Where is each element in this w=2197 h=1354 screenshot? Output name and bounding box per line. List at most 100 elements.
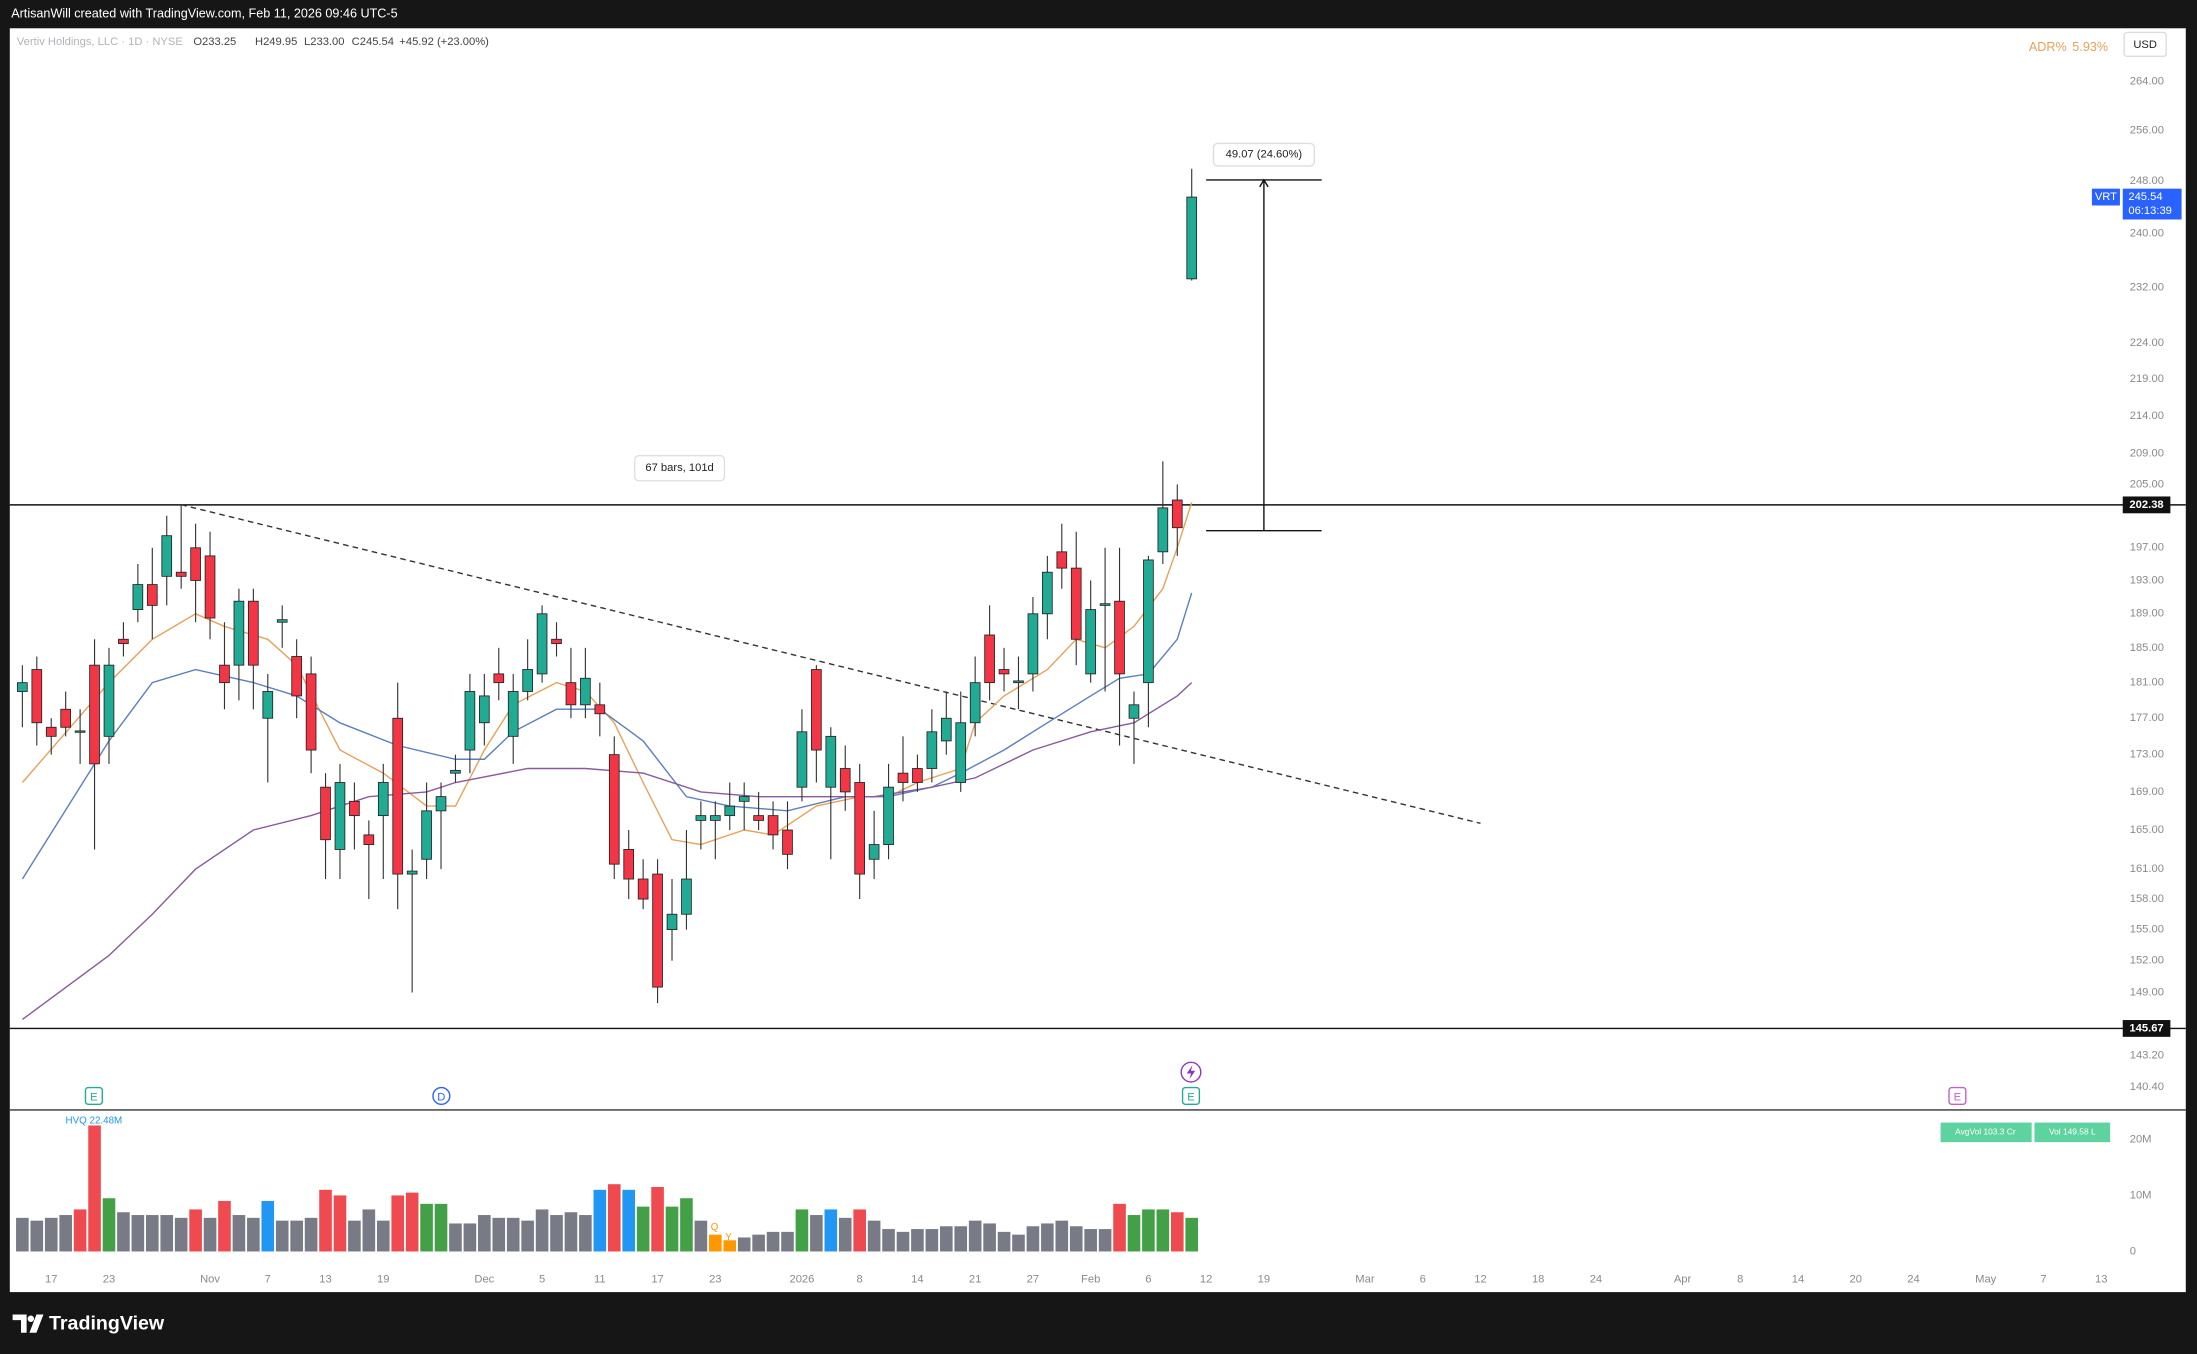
dividend-icon[interactable] xyxy=(432,1086,451,1106)
volume-bar xyxy=(247,1217,260,1252)
candle-body xyxy=(118,638,129,644)
candle-body xyxy=(955,722,967,783)
price-label: 202.38 xyxy=(2129,499,2163,511)
candle-body xyxy=(291,656,302,697)
candle-body xyxy=(31,669,43,724)
y-tick-label: 193.00 xyxy=(2130,574,2164,586)
x-tick-label: 2026 xyxy=(789,1273,814,1285)
x-tick-label: 20 xyxy=(1850,1273,1862,1285)
volume-pane: 20M 10M 0 xyxy=(16,1125,2152,1257)
volume-bar xyxy=(189,1209,202,1252)
volume-bar xyxy=(203,1217,217,1252)
candle-body xyxy=(565,682,577,706)
price-label: 145.67 xyxy=(2129,1022,2163,1034)
candle-body xyxy=(103,664,115,737)
candle-body xyxy=(608,754,620,865)
candle-body xyxy=(392,717,404,875)
volume-bar xyxy=(1156,1209,1170,1252)
candle-body xyxy=(406,870,418,875)
x-tick-label: 12 xyxy=(1474,1273,1486,1285)
candle-body xyxy=(161,535,173,577)
candle-body xyxy=(897,772,909,783)
candle-body xyxy=(940,717,952,742)
earnings-icon[interactable] xyxy=(1181,1086,1201,1106)
volume-bar xyxy=(16,1217,29,1252)
volume-tick-label: 0 xyxy=(2130,1245,2136,1257)
earnings-icon[interactable] xyxy=(1948,1086,1967,1106)
volume-bar xyxy=(434,1203,448,1252)
header: ArtisanWill created with TradingView.com… xyxy=(11,7,397,21)
candle-body xyxy=(421,810,432,860)
x-tick-label: 6 xyxy=(1420,1273,1426,1285)
volume-bar xyxy=(88,1125,101,1252)
trendline xyxy=(181,504,1481,824)
y-tick-label: 140.40 xyxy=(2130,1081,2164,1093)
y-tick-label: 149.00 xyxy=(2130,986,2164,998)
candle-body xyxy=(1013,680,1024,684)
volume-bar xyxy=(694,1220,708,1252)
volume-bar xyxy=(579,1215,592,1252)
y-tick-label: 143.20 xyxy=(2130,1050,2164,1062)
volume-bar xyxy=(752,1234,765,1252)
candle-body xyxy=(652,873,663,988)
measure-label-box xyxy=(1212,142,1316,167)
legend-open: O233.25 xyxy=(193,36,236,48)
arrow-head xyxy=(1259,178,1269,188)
y-tick-label: 214.00 xyxy=(2130,410,2164,422)
moving-average xyxy=(21,592,1193,880)
volume-bar xyxy=(290,1220,303,1252)
x-tick-label: Dec xyxy=(474,1273,494,1285)
volume-bar xyxy=(1170,1212,1184,1252)
volume-bar xyxy=(968,1220,982,1252)
volume-bar xyxy=(463,1223,477,1252)
volume-bar xyxy=(420,1203,433,1252)
y-tick-label: 161.00 xyxy=(2130,863,2164,875)
y-tick-label: 169.00 xyxy=(2130,786,2164,798)
candle-body xyxy=(681,878,692,915)
hvq-note: HVQ 22.48M xyxy=(66,1116,123,1127)
candle-body xyxy=(782,829,793,855)
logo-mark xyxy=(12,1314,44,1333)
badge-text: AvgVol 103.3 Cr xyxy=(1955,1127,2016,1137)
volume-note: Y xyxy=(725,1232,732,1243)
volume-bar xyxy=(1084,1229,1097,1252)
volume-note: Q xyxy=(711,1222,719,1233)
range-box xyxy=(634,454,726,482)
candle-body xyxy=(377,782,389,817)
x-tick-label: 23 xyxy=(709,1273,721,1285)
candle-body xyxy=(637,878,649,900)
currency[interactable]: USD xyxy=(2133,39,2157,51)
volume-bar xyxy=(362,1209,376,1252)
currency-box[interactable] xyxy=(2123,31,2167,57)
candle-body xyxy=(1114,600,1125,675)
candle-body xyxy=(536,613,548,675)
candle-body xyxy=(305,673,317,751)
volume-bar xyxy=(44,1217,58,1252)
countdown: 06:13:39 xyxy=(2128,205,2172,217)
chart-area xyxy=(9,28,2186,1293)
volume-bar xyxy=(709,1234,722,1252)
candle-body xyxy=(767,815,779,836)
x-tick-label: 27 xyxy=(1027,1273,1039,1285)
volume-bar xyxy=(824,1209,838,1252)
moving-average xyxy=(22,682,1193,1021)
event-label: E xyxy=(1954,1091,1961,1103)
volume-bar xyxy=(954,1226,968,1252)
candle-body xyxy=(175,571,187,577)
volume-bar xyxy=(925,1229,939,1252)
earnings-icon[interactable] xyxy=(84,1086,103,1106)
x-tick-label: 24 xyxy=(1907,1273,1919,1285)
volume-bar xyxy=(449,1223,462,1252)
volume-bar xyxy=(304,1217,318,1252)
candle-body xyxy=(580,677,591,706)
x-tick-label: Nov xyxy=(200,1273,220,1285)
y-tick-label: 219.00 xyxy=(2130,373,2164,385)
volume-bar xyxy=(853,1209,866,1252)
candle-body xyxy=(666,913,678,931)
volume-bar xyxy=(867,1220,881,1252)
y-tick-label: 232.00 xyxy=(2130,281,2164,293)
candle-body xyxy=(320,786,331,841)
volume-bar xyxy=(665,1206,679,1252)
volume-bar xyxy=(607,1184,621,1252)
